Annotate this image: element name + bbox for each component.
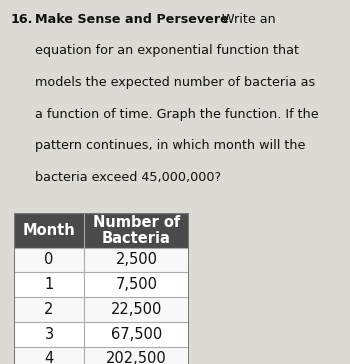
Text: 2,500: 2,500 <box>116 252 158 268</box>
Text: Write an: Write an <box>218 13 275 26</box>
Text: 22,500: 22,500 <box>111 302 162 317</box>
Text: pattern continues, in which month will the: pattern continues, in which month will t… <box>35 139 305 153</box>
Text: 202,500: 202,500 <box>106 351 167 364</box>
Text: equation for an exponential function that: equation for an exponential function tha… <box>35 44 299 58</box>
Text: 3: 3 <box>44 327 54 342</box>
Text: a function of time. Graph the function. If the: a function of time. Graph the function. … <box>35 108 318 121</box>
Text: 2: 2 <box>44 302 54 317</box>
Text: 1: 1 <box>44 277 54 292</box>
Text: Number of
Bacteria: Number of Bacteria <box>93 215 180 246</box>
Text: 7,500: 7,500 <box>116 277 158 292</box>
Text: Make Sense and Persevere: Make Sense and Persevere <box>35 13 229 26</box>
Text: 67,500: 67,500 <box>111 327 162 342</box>
Text: 4: 4 <box>44 351 54 364</box>
Text: 16.: 16. <box>10 13 33 26</box>
Text: bacteria exceed 45,000,000?: bacteria exceed 45,000,000? <box>35 171 221 184</box>
Text: 0: 0 <box>44 252 54 268</box>
Text: models the expected number of bacteria as: models the expected number of bacteria a… <box>35 76 315 89</box>
Text: Month: Month <box>23 223 75 238</box>
